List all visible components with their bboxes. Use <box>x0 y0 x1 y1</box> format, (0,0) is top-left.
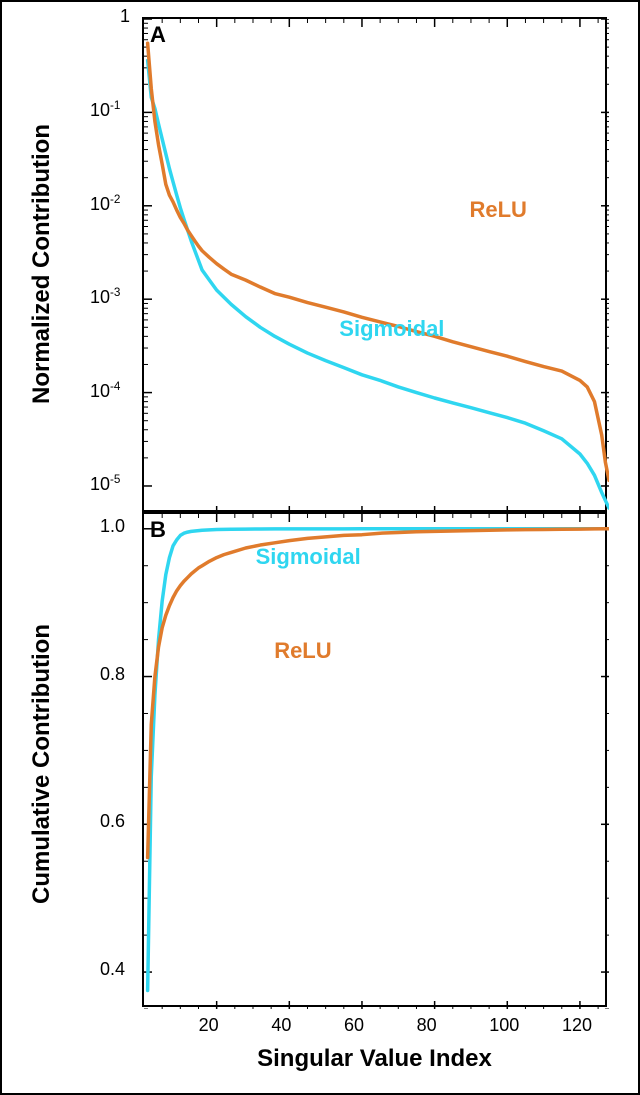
panel-b-y-axis-label: Cumulative Contribution <box>28 614 56 914</box>
x-tick-label: 80 <box>417 1015 437 1036</box>
x-tick-label: 120 <box>562 1015 592 1036</box>
panel-b-sigmoidal-label: Sigmoidal <box>256 544 361 570</box>
panel-a-y-tick-label: 10-4 <box>90 380 120 402</box>
x-tick-label: 40 <box>271 1015 291 1036</box>
panel-a-plot-area: A ReLU Sigmoidal <box>142 17 607 512</box>
panel-a-svg <box>144 19 609 514</box>
panel-a-y-tick-label: 1 <box>120 6 130 27</box>
panel-a-y-axis-label: Normalized Contribution <box>28 114 56 414</box>
panel-b-svg <box>144 514 609 1009</box>
panel-a-sigmoidal-label: Sigmoidal <box>339 316 444 342</box>
figure: A ReLU Sigmoidal Normalized Contribution… <box>0 0 640 1095</box>
panel-b-y-tick-label: 1.0 <box>100 516 125 537</box>
panel-a-y-tick-label: 10-5 <box>90 473 120 495</box>
panel-b-y-tick-label: 0.8 <box>100 664 125 685</box>
x-tick-label: 60 <box>344 1015 364 1036</box>
x-axis-label: Singular Value Index <box>142 1045 607 1073</box>
panel-a-y-tick-label: 10-1 <box>90 99 120 121</box>
x-tick-label: 100 <box>489 1015 519 1036</box>
panel-b-label: B <box>150 517 166 543</box>
panel-b-plot-area: B ReLU Sigmoidal <box>142 512 607 1007</box>
panel-b-relu-label: ReLU <box>274 638 331 664</box>
panel-b-y-tick-label: 0.4 <box>100 959 125 980</box>
panel-a-y-tick-label: 10-3 <box>90 286 120 308</box>
panel-a-relu-label: ReLU <box>470 197 527 223</box>
panel-b-y-tick-label: 0.6 <box>100 811 125 832</box>
x-tick-label: 20 <box>199 1015 219 1036</box>
panel-a-label: A <box>150 22 166 48</box>
panel-a-y-tick-label: 10-2 <box>90 193 120 215</box>
